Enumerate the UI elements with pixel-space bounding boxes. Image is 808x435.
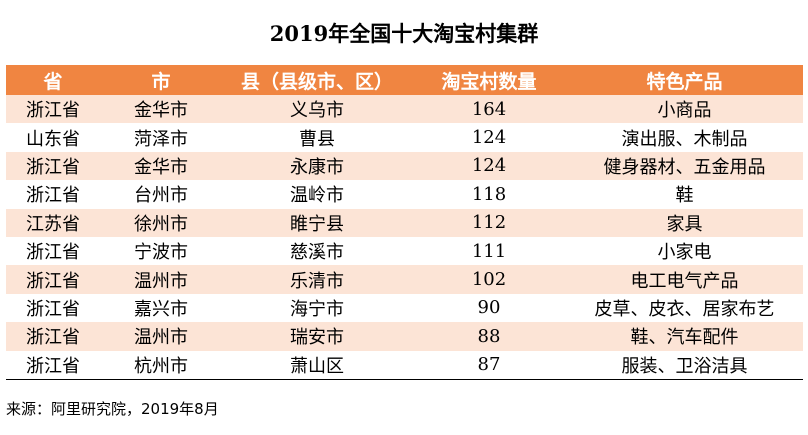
cell-province: 江苏省 bbox=[6, 208, 100, 237]
taobao-village-table: 省 市 县（县级市、区） 淘宝村数量 特色产品 浙江省 金华市 义乌市 164 小商品山… bbox=[6, 65, 803, 380]
cell-village-count: 164 bbox=[412, 95, 566, 124]
header-featured-products: 特色产品 bbox=[566, 65, 803, 95]
cell-featured-products: 家具 bbox=[566, 208, 803, 237]
cell-province: 浙江省 bbox=[6, 293, 100, 323]
cell-county: 永康市 bbox=[222, 151, 412, 181]
table-row: 浙江省 温州市 乐清市 102 电工电气产品 bbox=[6, 265, 803, 294]
source-note: 来源：阿里研究院，2019年8月 bbox=[6, 400, 219, 418]
table-row: 浙江省 温州市 瑞安市 88 鞋、汽车配件 bbox=[6, 322, 803, 351]
table-row: 山东省 菏泽市 曹县 124 演出服、木制品 bbox=[6, 123, 803, 152]
cell-county: 义乌市 bbox=[222, 95, 412, 124]
header-city: 市 bbox=[100, 65, 222, 95]
table-title: 2019年全国十大淘宝村集群 bbox=[269, 21, 539, 46]
cell-province: 浙江省 bbox=[6, 322, 100, 351]
cell-county: 乐清市 bbox=[222, 265, 412, 294]
cell-city: 嘉兴市 bbox=[100, 293, 222, 323]
table-row: 浙江省 宁波市 慈溪市 111 小家电 bbox=[6, 236, 803, 266]
cell-county: 睢宁县 bbox=[222, 208, 412, 237]
cell-city: 宁波市 bbox=[100, 236, 222, 266]
cell-featured-products: 健身器材、五金用品 bbox=[566, 151, 803, 181]
cell-city: 金华市 bbox=[100, 151, 222, 181]
cell-county: 温岭市 bbox=[222, 180, 412, 209]
cell-county: 曹县 bbox=[222, 123, 412, 152]
cell-city: 金华市 bbox=[100, 95, 222, 124]
table-row: 浙江省 杭州市 萧山区 87 服装、卫浴洁具 bbox=[6, 350, 803, 380]
cell-city: 温州市 bbox=[100, 265, 222, 294]
cell-city: 杭州市 bbox=[100, 350, 222, 380]
cell-province: 山东省 bbox=[6, 123, 100, 152]
cell-province: 浙江省 bbox=[6, 180, 100, 209]
table-row: 浙江省 台州市 温岭市 118 鞋 bbox=[6, 180, 803, 209]
cell-featured-products: 鞋、汽车配件 bbox=[566, 322, 803, 351]
cell-featured-products: 小家电 bbox=[566, 236, 803, 266]
cell-village-count: 111 bbox=[412, 236, 566, 266]
cell-city: 菏泽市 bbox=[100, 123, 222, 152]
cell-city: 徐州市 bbox=[100, 208, 222, 237]
cell-county: 海宁市 bbox=[222, 293, 412, 323]
cell-city: 温州市 bbox=[100, 322, 222, 351]
cell-featured-products: 演出服、木制品 bbox=[566, 123, 803, 152]
cell-featured-products: 小商品 bbox=[566, 95, 803, 124]
cell-province: 浙江省 bbox=[6, 236, 100, 266]
cell-village-count: 124 bbox=[412, 123, 566, 152]
cell-featured-products: 电工电气产品 bbox=[566, 265, 803, 294]
cell-city: 台州市 bbox=[100, 180, 222, 209]
cell-village-count: 124 bbox=[412, 151, 566, 181]
cell-county: 慈溪市 bbox=[222, 236, 412, 266]
cell-province: 浙江省 bbox=[6, 265, 100, 294]
table-row: 浙江省 金华市 义乌市 164 小商品 bbox=[6, 95, 803, 124]
table-row: 浙江省 金华市 永康市 124 健身器材、五金用品 bbox=[6, 151, 803, 181]
header-village-count: 淘宝村数量 bbox=[412, 65, 566, 95]
cell-featured-products: 鞋 bbox=[566, 180, 803, 209]
cell-village-count: 118 bbox=[412, 180, 566, 209]
cell-province: 浙江省 bbox=[6, 95, 100, 124]
header-province: 省 bbox=[6, 65, 100, 95]
cell-county: 萧山区 bbox=[222, 350, 412, 380]
cell-village-count: 102 bbox=[412, 265, 566, 294]
table-header-row: 省 市 县（县级市、区） 淘宝村数量 特色产品 bbox=[6, 65, 803, 95]
cell-featured-products: 皮草、皮衣、居家布艺 bbox=[566, 293, 803, 323]
table-row: 浙江省 嘉兴市 海宁市 90 皮草、皮衣、居家布艺 bbox=[6, 293, 803, 323]
cell-province: 浙江省 bbox=[6, 350, 100, 380]
cell-village-count: 88 bbox=[412, 322, 566, 351]
cell-featured-products: 服装、卫浴洁具 bbox=[566, 350, 803, 380]
cell-village-count: 90 bbox=[412, 293, 566, 323]
table-body: 浙江省 金华市 义乌市 164 小商品 山东省 菏泽市 曹县 124 演出服、木制品 浙江省 金华市永… bbox=[6, 95, 803, 380]
table-row: 江苏省 徐州市 睢宁县 112 家具 bbox=[6, 208, 803, 237]
cell-village-count: 87 bbox=[412, 350, 566, 380]
header-county: 县（县级市、区） bbox=[222, 65, 412, 95]
cell-province: 浙江省 bbox=[6, 151, 100, 181]
cell-village-count: 112 bbox=[412, 208, 566, 237]
cell-county: 瑞安市 bbox=[222, 322, 412, 351]
